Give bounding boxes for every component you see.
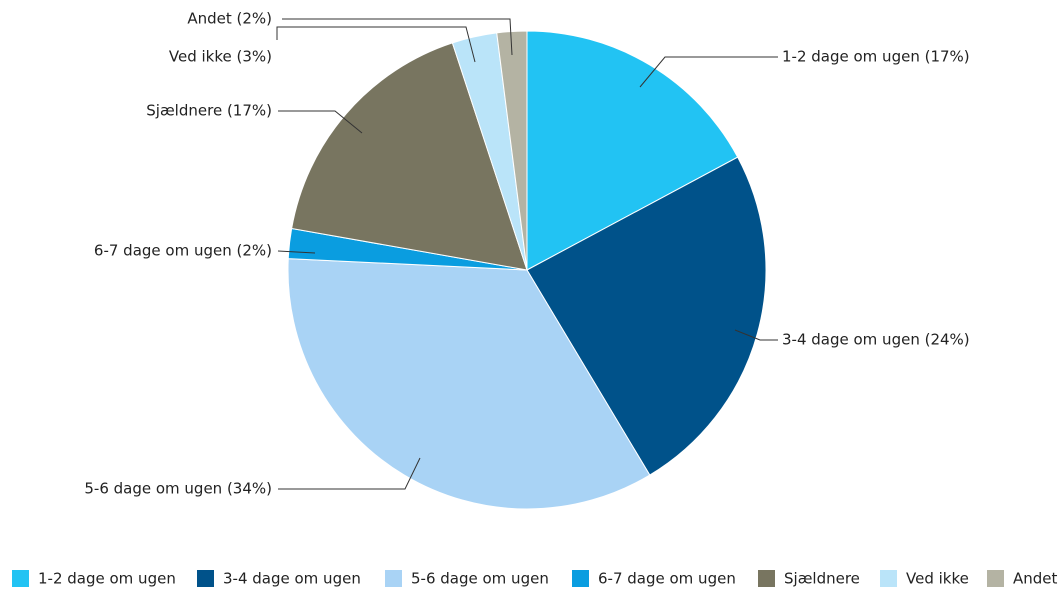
legend-swatch xyxy=(880,570,897,587)
leader-line xyxy=(282,18,513,56)
slice-label: 5-6 dage om ugen (34%) xyxy=(84,480,272,498)
legend-swatch xyxy=(385,570,402,587)
leader-line xyxy=(278,110,363,134)
legend-label: Andet xyxy=(1013,570,1058,588)
slice-label: 3-4 dage om ugen (24%) xyxy=(782,331,970,349)
pie-slice xyxy=(526,30,739,271)
slice-label: Sjældnere (17%) xyxy=(146,102,272,120)
legend-label: 3-4 dage om ugen xyxy=(223,570,361,588)
leader-line xyxy=(278,457,421,490)
pie-slice xyxy=(496,30,528,271)
leader-line xyxy=(734,329,778,341)
slice-label: 1-2 dage om ugen (17%) xyxy=(782,48,970,66)
leader-line xyxy=(276,26,476,63)
legend-label: 1-2 dage om ugen xyxy=(38,570,176,588)
pie-slice xyxy=(526,156,767,476)
pie-slice xyxy=(291,42,528,271)
leader-line xyxy=(639,56,778,88)
pie-slice xyxy=(287,258,651,510)
legend-label: 6-7 dage om ugen xyxy=(598,570,736,588)
legend-swatch xyxy=(758,570,775,587)
leader-line xyxy=(277,250,316,254)
slice-label: Ved ikke (3%) xyxy=(169,48,272,66)
legend-label: Sjældnere xyxy=(784,570,860,588)
legend-label: 5-6 dage om ugen xyxy=(411,570,549,588)
slice-label: 6-7 dage om ugen (2%) xyxy=(94,242,272,260)
legend-label: Ved ikke xyxy=(906,570,969,588)
legend-swatch xyxy=(197,570,214,587)
legend-swatch xyxy=(987,570,1004,587)
slice-label: Andet (2%) xyxy=(187,10,272,28)
legend-swatch xyxy=(572,570,589,587)
legend-swatch xyxy=(12,570,29,587)
